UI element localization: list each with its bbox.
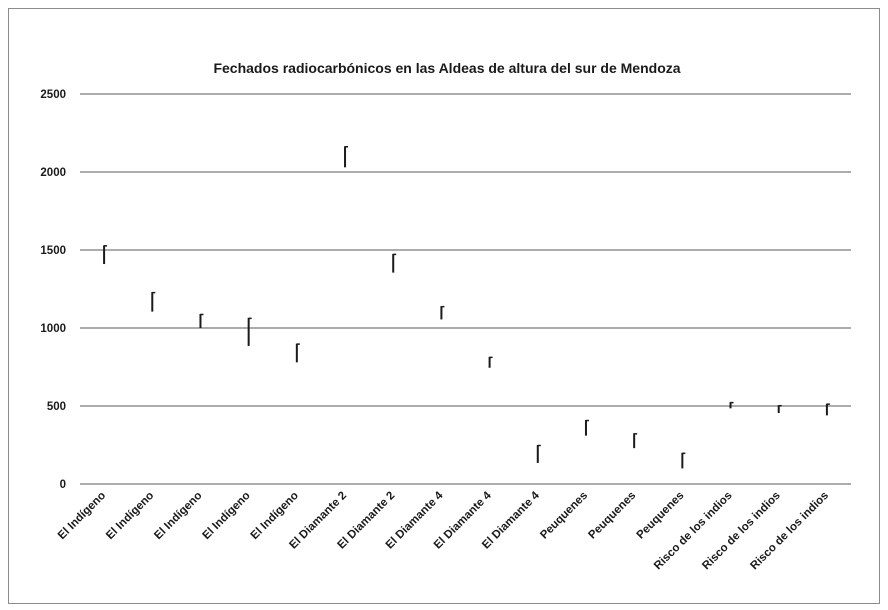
- range-bar: [633, 433, 638, 449]
- range-bar: [488, 356, 493, 368]
- range-bar: [199, 313, 204, 328]
- y-tick-label: 2500: [40, 89, 66, 101]
- range-bars: [103, 146, 830, 469]
- range-bar: [440, 305, 445, 320]
- grid-lines: [80, 93, 851, 485]
- x-tick-label: El Indígeno: [152, 490, 204, 542]
- range-bar: [392, 253, 397, 273]
- x-tick-label: Peuquenes: [538, 490, 590, 542]
- range-bar: [295, 343, 300, 363]
- x-tick-label: Peuquenes: [635, 490, 687, 542]
- range-bar: [103, 245, 108, 265]
- x-tick-label: El Indígeno: [249, 490, 301, 542]
- range-bar: [584, 419, 589, 436]
- y-tick-label: 500: [47, 401, 66, 413]
- range-bar: [825, 403, 830, 416]
- y-tick-label: 0: [60, 479, 66, 491]
- range-bar: [729, 401, 734, 409]
- range-bar: [777, 404, 782, 414]
- range-bar: [247, 317, 252, 346]
- chart-title: Fechados radiocarbónicos en las Aldeas d…: [213, 60, 680, 76]
- y-tick-label: 2000: [40, 167, 66, 179]
- x-tick-label: El Indígeno: [56, 490, 108, 542]
- y-tick-labels: 0 500 1000 1500 2000 2500: [40, 89, 66, 491]
- y-tick-label: 1000: [40, 323, 66, 335]
- x-tick-label: El Indígeno: [104, 490, 156, 542]
- range-bar: [681, 452, 686, 469]
- range-bar: [151, 291, 156, 312]
- x-tick-label: El Indígeno: [200, 490, 252, 542]
- x-tick-label: Peuquenes: [586, 490, 638, 542]
- range-bar: [344, 146, 349, 168]
- range-bar: [536, 444, 541, 463]
- y-tick-label: 1500: [40, 245, 66, 257]
